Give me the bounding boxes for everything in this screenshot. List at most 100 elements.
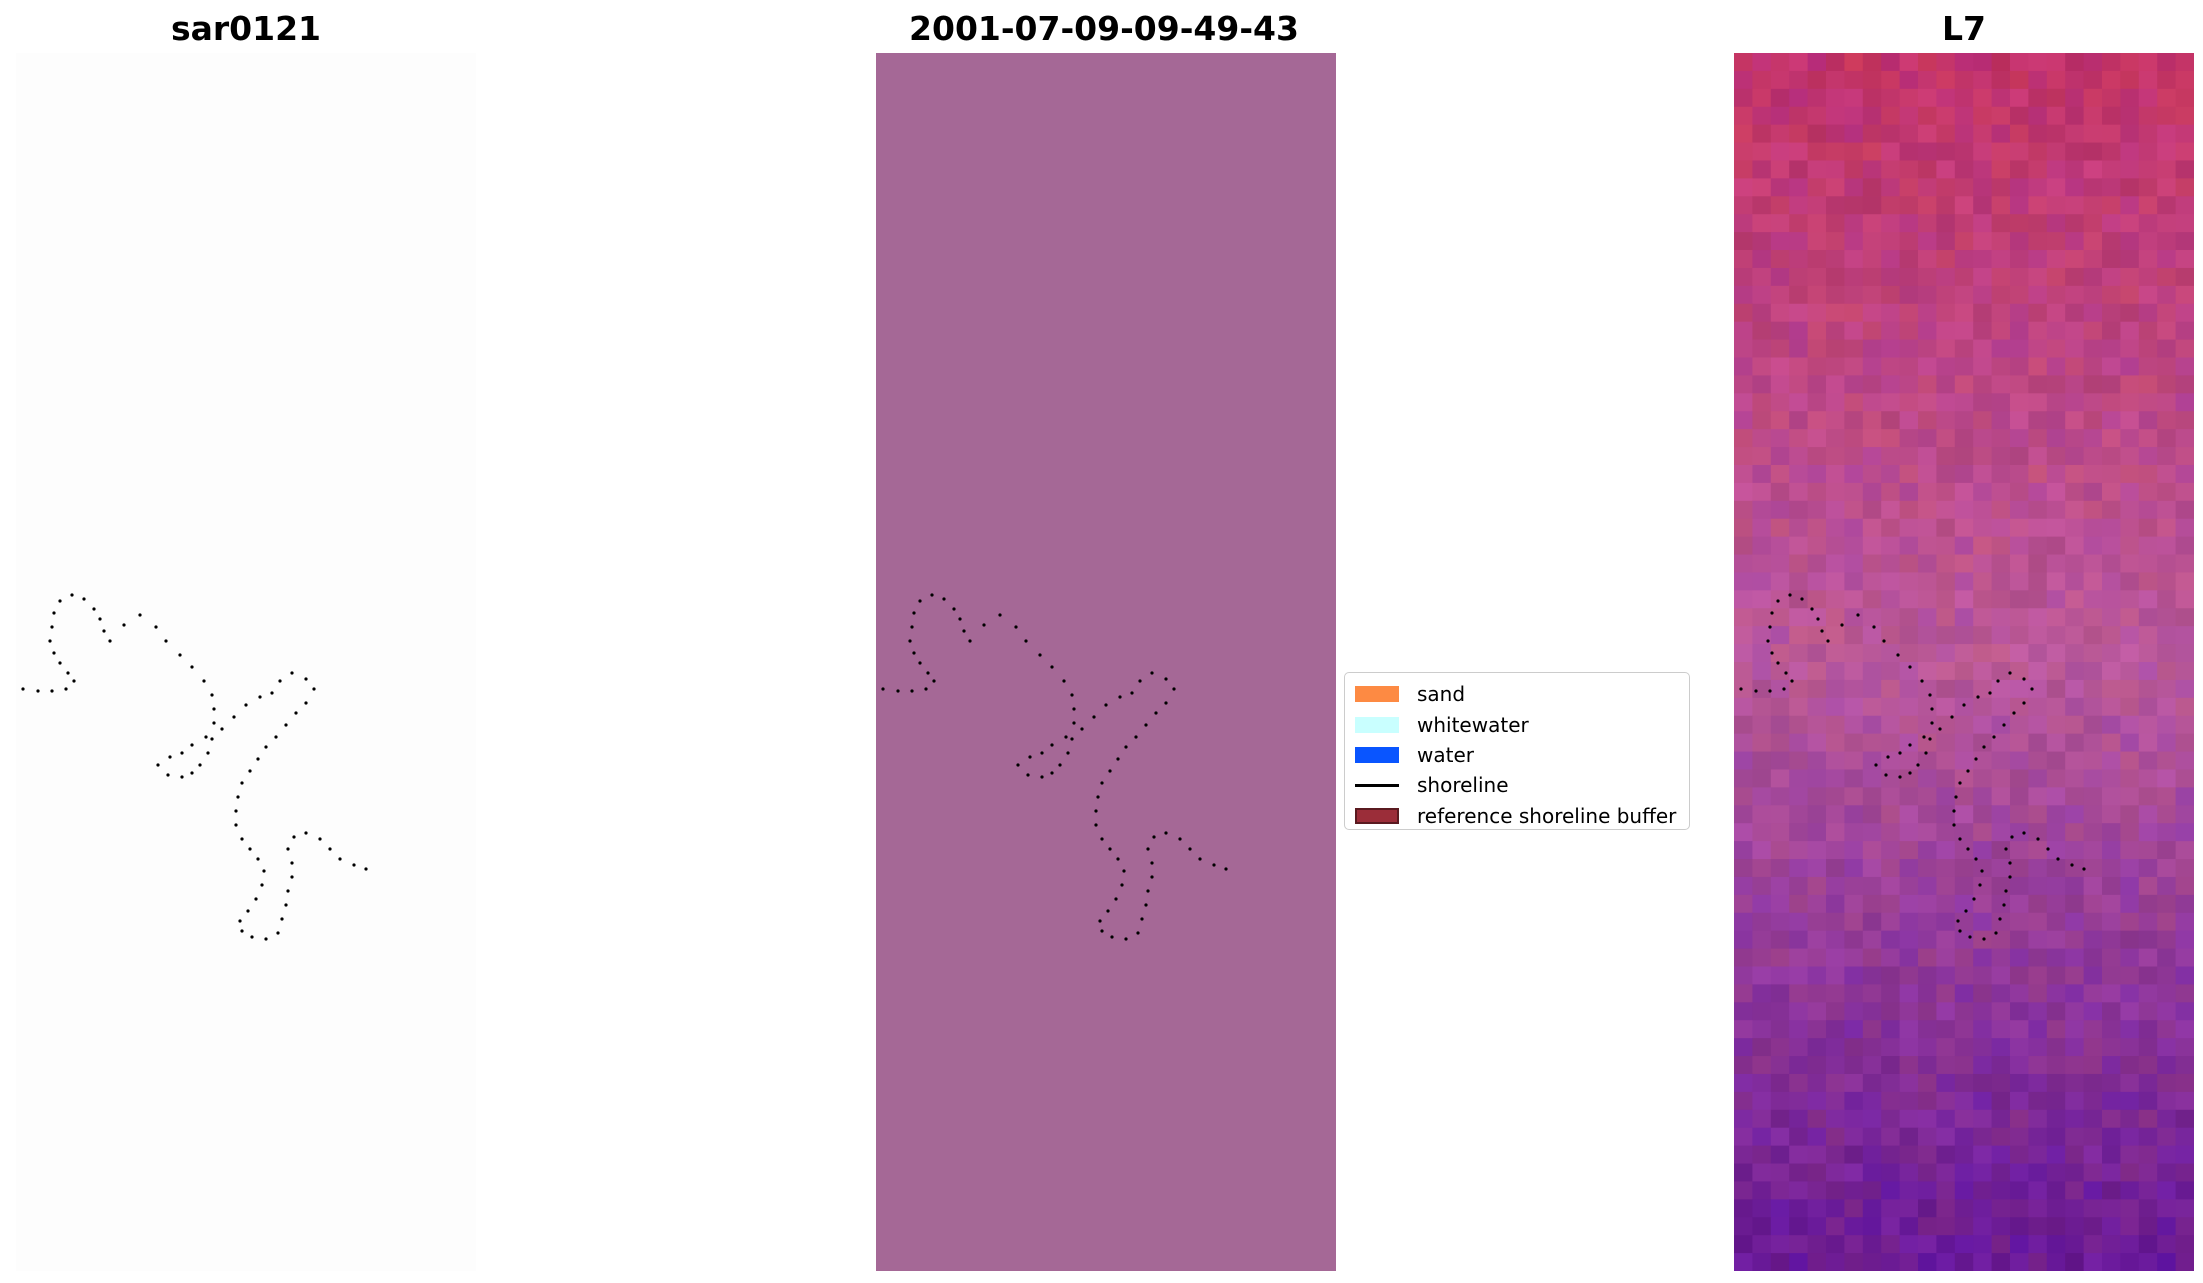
satellite-pixel bbox=[2175, 715, 2194, 735]
satellite-pixel bbox=[1807, 1127, 1827, 1147]
shoreline-point bbox=[210, 693, 214, 697]
satellite-pixel bbox=[2083, 966, 2103, 986]
satellite-pixel bbox=[1789, 823, 1809, 842]
satellite-pixel bbox=[2065, 859, 2085, 878]
satellite-pixel bbox=[1734, 482, 1753, 502]
satellite-pixel bbox=[2157, 894, 2177, 914]
satellite-pixel bbox=[2083, 1127, 2103, 1147]
satellite-pixel bbox=[1936, 88, 1956, 108]
satellite-pixel bbox=[1789, 250, 1809, 269]
satellite-pixel bbox=[1862, 1235, 1882, 1254]
satellite-pixel bbox=[1789, 930, 1809, 950]
satellite-pixel bbox=[1752, 518, 1772, 538]
satellite-pixel bbox=[2102, 464, 2121, 484]
satellite-pixel bbox=[1936, 966, 1956, 986]
satellite-pixel bbox=[1807, 160, 1827, 179]
shoreline-point bbox=[1066, 751, 1070, 755]
satellite-pixel bbox=[1973, 447, 1993, 466]
shoreline-point bbox=[1980, 869, 1984, 873]
satellite-pixel bbox=[2010, 876, 2029, 896]
satellite-pixel bbox=[1936, 357, 1956, 377]
satellite-pixel bbox=[1770, 214, 1790, 233]
satellite-pixel bbox=[2175, 841, 2194, 860]
satellite-pixel bbox=[1789, 662, 1809, 681]
legend: sand whitewater water shoreline referenc… bbox=[1344, 672, 1690, 830]
shoreline-point bbox=[918, 599, 922, 603]
shoreline-point bbox=[240, 781, 244, 785]
satellite-pixel bbox=[1936, 787, 1956, 806]
satellite-pixel bbox=[1826, 1038, 1845, 1057]
satellite-pixel bbox=[1770, 447, 1790, 466]
satellite-pixel bbox=[1973, 339, 1993, 359]
satellite-pixel bbox=[1752, 53, 1772, 72]
satellite-pixel bbox=[2010, 805, 2029, 824]
satellite-pixel bbox=[1770, 375, 1790, 394]
satellite-pixel bbox=[2157, 339, 2177, 359]
satellite-pixel bbox=[1936, 930, 1956, 950]
satellite-pixel bbox=[2157, 375, 2177, 394]
satellite-pixel bbox=[2046, 787, 2066, 806]
satellite-pixel bbox=[1973, 644, 1993, 663]
satellite-pixel bbox=[1899, 894, 1919, 914]
satellite-pixel bbox=[2065, 142, 2085, 162]
satellite-pixel bbox=[2010, 1109, 2029, 1129]
satellite-pixel bbox=[1826, 1217, 1845, 1236]
satellite-pixel bbox=[2083, 357, 2103, 377]
satellite-pixel bbox=[2065, 1056, 2085, 1075]
satellite-pixel bbox=[2046, 106, 2066, 126]
satellite-pixel bbox=[2175, 357, 2194, 377]
satellite-pixel bbox=[2102, 572, 2121, 591]
satellite-pixel bbox=[1991, 590, 2011, 609]
satellite-pixel bbox=[2120, 70, 2140, 90]
satellite-pixel bbox=[1899, 375, 1919, 394]
satellite-pixel bbox=[1789, 590, 1809, 609]
satellite-pixel bbox=[1752, 1002, 1772, 1021]
satellite-pixel bbox=[1936, 608, 1956, 627]
satellite-pixel bbox=[2138, 697, 2158, 717]
satellite-pixel bbox=[1991, 196, 2011, 215]
shoreline-point bbox=[292, 835, 296, 839]
satellite-pixel bbox=[1862, 1127, 1882, 1147]
panel-title-date: 2001-07-09-09-49-43 bbox=[909, 9, 1299, 48]
satellite-pixel bbox=[1734, 823, 1753, 842]
satellite-pixel bbox=[1881, 447, 1901, 466]
satellite-pixel bbox=[1936, 1199, 1956, 1218]
satellite-pixel bbox=[2120, 1145, 2140, 1165]
satellite-pixel bbox=[1844, 966, 1864, 986]
satellite-pixel bbox=[1991, 518, 2011, 538]
legend-label: water bbox=[1417, 742, 1474, 767]
satellite-pixel bbox=[2010, 1253, 2029, 1271]
satellite-pixel bbox=[2157, 769, 2177, 788]
shoreline-point bbox=[250, 935, 254, 939]
satellite-pixel bbox=[1918, 375, 1937, 394]
shoreline-point bbox=[1896, 653, 1900, 657]
satellite-pixel bbox=[1918, 751, 1937, 771]
shoreline-point bbox=[1766, 639, 1770, 643]
satellite-pixel bbox=[1734, 53, 1753, 72]
satellite-pixel bbox=[1918, 1020, 1937, 1039]
satellite-pixel bbox=[2083, 823, 2103, 842]
satellite-pixel bbox=[1734, 214, 1753, 233]
shoreline-point bbox=[64, 687, 68, 691]
satellite-pixel bbox=[2157, 554, 2177, 574]
shoreline-point bbox=[102, 629, 106, 633]
satellite-pixel bbox=[1973, 232, 1993, 251]
shoreline-point bbox=[1816, 617, 1820, 621]
satellite-pixel bbox=[2102, 1199, 2121, 1218]
satellite-pixel bbox=[2010, 626, 2029, 645]
satellite-pixel bbox=[1991, 787, 2011, 806]
shoreline-point bbox=[36, 689, 40, 693]
satellite-pixel bbox=[1734, 464, 1753, 484]
shoreline-point bbox=[286, 889, 290, 893]
satellite-pixel bbox=[1918, 1181, 1937, 1200]
satellite-pixel bbox=[1936, 303, 1956, 323]
satellite-pixel bbox=[1918, 1253, 1937, 1271]
satellite-pixel bbox=[1844, 429, 1864, 448]
satellite-pixel bbox=[2065, 500, 2085, 520]
satellite-pixel bbox=[1770, 859, 1790, 878]
satellite-pixel bbox=[2083, 697, 2103, 717]
satellite-pixel bbox=[1881, 1235, 1901, 1254]
satellite-pixel bbox=[2102, 948, 2121, 968]
shoreline-point bbox=[1952, 823, 1956, 827]
satellite-pixel bbox=[1826, 339, 1845, 359]
